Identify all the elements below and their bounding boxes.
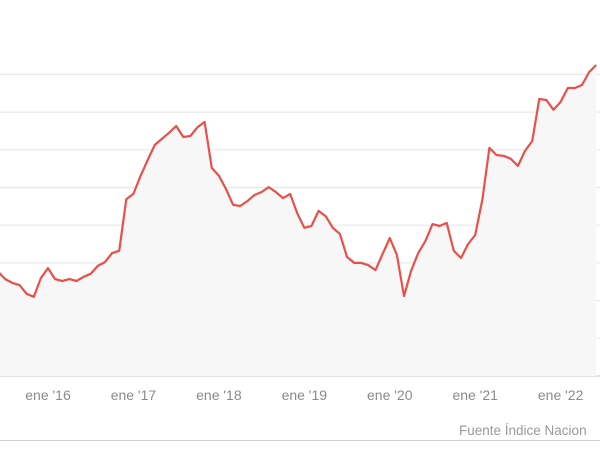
x-tick-label: ene '18 xyxy=(196,387,242,403)
x-tick-label: ene '19 xyxy=(282,387,328,403)
x-tick-label: ene '21 xyxy=(452,387,498,403)
x-tick-label: ene '22 xyxy=(538,387,584,403)
series-line xyxy=(0,64,597,298)
x-axis-ticks: ene '16 ene '17 ene '18 ene '19 ene '20 … xyxy=(25,387,583,403)
source-note: Fuente Índice Nacion xyxy=(459,423,587,438)
x-tick-label: ene '17 xyxy=(111,387,157,403)
x-tick-label: ene '16 xyxy=(25,387,71,403)
series-area-fill xyxy=(0,65,597,376)
footer-divider xyxy=(0,440,600,441)
x-tick-label: ene '20 xyxy=(367,387,413,403)
